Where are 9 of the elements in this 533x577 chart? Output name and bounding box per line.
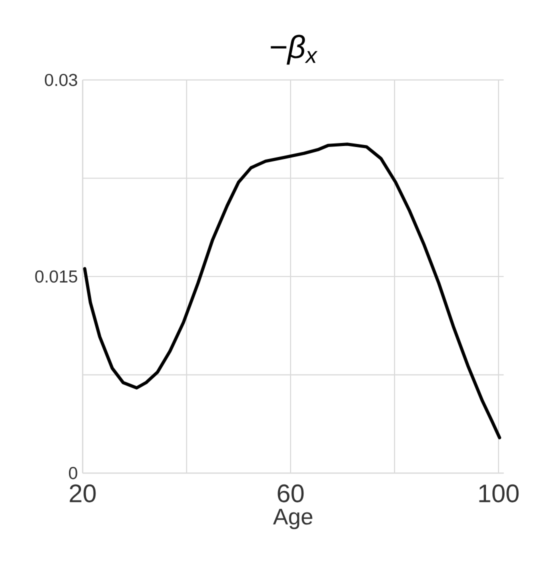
y-tick-label: 0.03 bbox=[44, 74, 78, 86]
y-tick-label: 0.015 bbox=[35, 270, 78, 283]
x-tick-label: 20 bbox=[70, 484, 96, 502]
x-tick-label: 100 bbox=[479, 484, 519, 502]
x-tick-label: 60 bbox=[278, 484, 304, 502]
y-tick-label: 0 bbox=[68, 466, 78, 480]
line-series bbox=[83, 142, 502, 440]
x-axis-title: Age bbox=[273, 508, 312, 530]
chart-title: −β$_{x}$ bbox=[270, 34, 318, 65]
